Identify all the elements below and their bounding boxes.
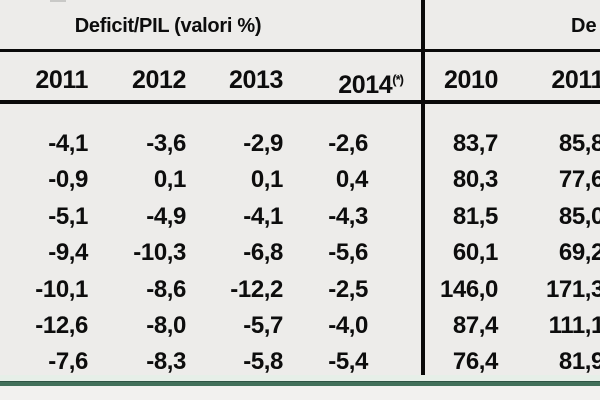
column-header-deficit-2013: 2013 [228,66,283,94]
debt-2011-value: 85,0 [558,202,600,230]
debt-2010-value: 60,1 [452,239,499,267]
deficit-2012-value: -8,6 [146,275,186,303]
deficit-2011-value: -10,1 [35,275,88,303]
deficit-2013-value: -4,1 [243,202,283,230]
column-header-deficit-2014: 2014(*) [285,52,404,113]
table-row: -7,6 -8,3 -5,8 -5,4 76,4 81,9 [0,344,600,380]
debt-2011-value: 77,6 [558,166,600,194]
deficit-2013-value: -6,8 [243,239,283,267]
deficit-section-title: Deficit/PIL (valori %) [74,15,262,37]
deficit-2013-value: -5,7 [243,311,283,339]
deficit-2014-value: -2,5 [328,275,368,303]
debt-2010-value: 146,0 [439,275,498,303]
table-bottom-tint [0,375,600,381]
below-table-margin [0,386,600,400]
section-divider-rule [421,0,425,381]
debt-2011-value: 69,2 [558,239,600,267]
top-edge-artifact [50,0,66,2]
table-row: -4,1 -3,6 -2,9 -2,6 83,7 85,8 [0,126,600,162]
deficit-2014-value: -5,4 [328,348,368,376]
deficit-2012-value: -8,3 [146,348,186,376]
table-body: -4,1 -3,6 -2,9 -2,6 83,7 85,8 -0,9 0,1 0… [0,126,600,381]
deficit-2012-value: -4,9 [146,202,186,230]
deficit-2013-value: 0,1 [250,166,284,194]
deficit-2011-value: -9,4 [48,239,88,267]
debt-2010-value: 87,4 [452,311,499,339]
deficit-2014-value: -5,6 [328,239,368,267]
debt-2010-value: 83,7 [452,130,499,157]
debt-2011-value: 111,1 [548,311,600,339]
column-header-deficit-2012: 2012 [131,66,186,94]
debt-2011-value: 85,8 [558,130,600,157]
title-separator-rule [0,49,600,52]
column-header-debt-2011: 2011 [551,66,600,94]
table-row: -0,9 0,1 0,1 0,4 80,3 77,6 [0,162,600,198]
debt-2011-value: 81,9 [558,348,600,376]
deficit-2011-value: -12,6 [35,311,88,339]
deficit-2011-value: -0,9 [48,166,88,194]
deficit-2014-value: -2,6 [328,130,368,157]
debt-2010-value: 76,4 [452,348,499,376]
column-header-deficit-2011: 2011 [35,66,88,94]
deficit-2011-value: -7,6 [48,348,88,376]
table-row: -9,4 -10,3 -6,8 -5,6 60,1 69,2 [0,235,600,271]
deficit-2012-value: -8,0 [146,311,186,339]
footnote-marker: (*) [392,72,404,87]
deficit-2013-value: -12,2 [230,275,283,303]
deficit-2011-value: -4,1 [48,130,88,157]
table-row: -5,1 -4,9 -4,1 -4,3 81,5 85,0 [0,199,600,235]
debt-2010-value: 80,3 [452,166,499,194]
deficit-2014-value: -4,0 [328,311,368,339]
debt-2011-value: 171,3 [545,275,600,303]
deficit-2011-value: -5,1 [48,202,88,230]
deficit-2014-value: 0,4 [335,166,369,194]
column-header-deficit-2014-year: 2014 [338,71,393,99]
deficit-2012-value: 0,1 [153,166,187,194]
table-header-row: 2011 2012 2013 2014(*) 2010 2011 [0,52,600,100]
deficit-2014-value: -4,3 [328,202,368,230]
deficit-2012-value: -3,6 [146,130,186,157]
deficit-2013-value: -5,8 [243,348,283,376]
debt-2010-value: 81,5 [452,202,499,230]
debt-section-title-fragment: De [571,15,597,37]
table-row: -12,6 -8,0 -5,7 -4,0 87,4 111,1 [0,308,600,344]
header-separator-rule [0,100,600,104]
deficit-2013-value: -2,9 [243,130,283,157]
table-row: -10,1 -8,6 -12,2 -2,5 146,0 171,3 [0,272,600,308]
table-bottom-rule [0,381,600,386]
column-header-debt-2010: 2010 [443,66,498,94]
deficit-2012-value: -10,3 [133,239,186,267]
